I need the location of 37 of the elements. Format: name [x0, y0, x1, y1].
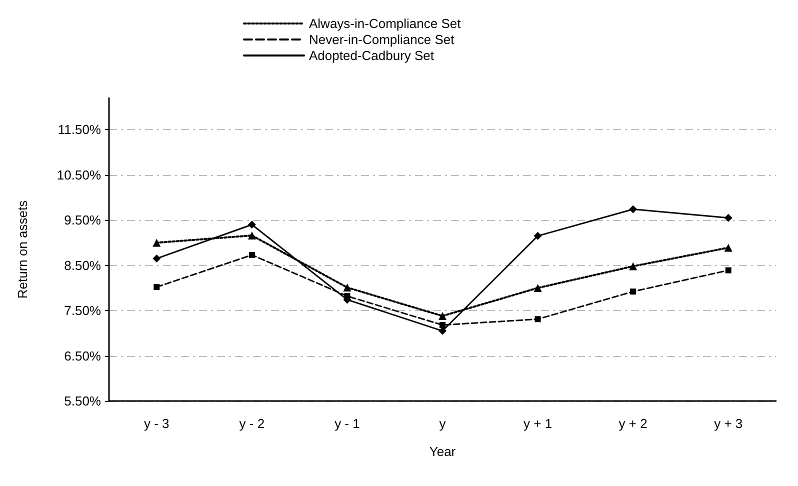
legend-label: Always-in-Compliance Set: [309, 16, 462, 31]
x-tick-label: y + 1: [524, 416, 552, 431]
x-tick-label: y + 3: [714, 416, 743, 431]
point: [152, 238, 161, 247]
point: [248, 252, 255, 258]
point: [630, 288, 636, 295]
point: [724, 244, 732, 252]
point: [534, 232, 542, 240]
point: [534, 316, 541, 322]
point: [343, 283, 352, 292]
point: [154, 284, 160, 290]
y-tick-label: 8.50%: [64, 258, 102, 273]
point: [248, 220, 256, 229]
y-tick-label: 7.50%: [64, 303, 102, 318]
x-tick-label: y: [439, 416, 446, 431]
y-tick-label: 11.50%: [58, 122, 102, 138]
point: [248, 231, 256, 240]
y-tick-label: 9.50%: [64, 212, 102, 228]
point: [629, 205, 638, 214]
y-tick-label: 5.50%: [64, 394, 102, 408]
point: [534, 284, 542, 292]
y-tick-label: 10.50%: [56, 167, 102, 182]
x-tick-label: y - 2: [239, 416, 265, 431]
point: [725, 267, 732, 274]
legend-label: Adopted-Cadbury Set: [309, 48, 434, 63]
x-tick-label: y + 2: [618, 416, 648, 431]
x-axis-title: Year: [429, 444, 456, 459]
point: [629, 262, 638, 270]
x-tick-label: y - 3: [144, 416, 170, 431]
point: [724, 214, 732, 222]
point: [152, 254, 161, 263]
point: [440, 322, 446, 328]
x-tick-label: y - 1: [334, 416, 360, 431]
legend-label: Never-in-Compliance Set: [309, 32, 455, 47]
point: [438, 312, 446, 320]
y-axis-title: Return on assets: [15, 200, 30, 299]
y-tick-label: 6.50%: [64, 348, 102, 364]
